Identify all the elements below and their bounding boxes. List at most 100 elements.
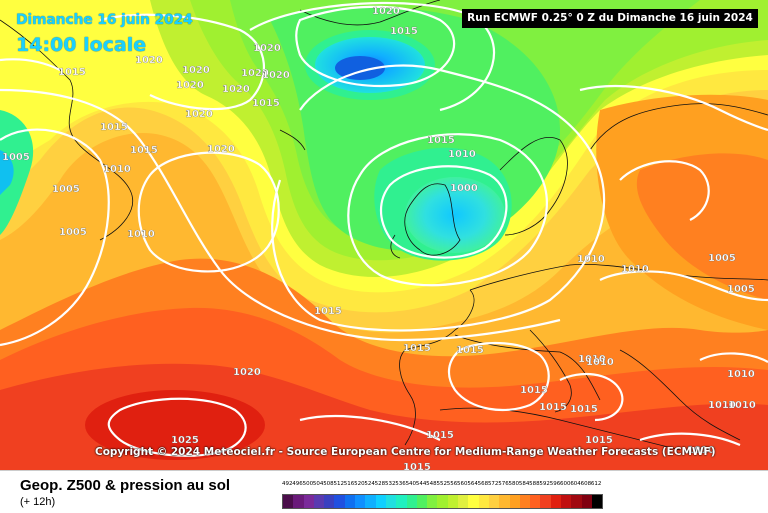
isobar-label: 1010 <box>103 164 131 175</box>
isobar-label: 1020 <box>182 65 210 76</box>
scale-label: 612 <box>590 481 602 487</box>
scale-swatch <box>550 495 562 508</box>
isobar-label: 1005 <box>59 227 87 238</box>
model-run-label: Run ECMWF 0.25° 0 Z du Dimanche 16 juin … <box>462 9 758 28</box>
scale-swatch <box>416 495 428 508</box>
scale-swatch <box>283 495 294 508</box>
isobar-label: 1015 <box>130 145 158 156</box>
parameter-subtitle: (+ 12h) <box>20 496 56 508</box>
isobar-label: 1010 <box>687 445 715 456</box>
isobar-label: 1015 <box>252 98 280 109</box>
color-scale: 492 496 500 504 508 512 516 520 524 528 532 536 540 5… <box>282 481 604 511</box>
scale-label: 504 <box>312 481 324 487</box>
geopotential-bands <box>0 0 768 470</box>
scale-swatch <box>375 495 386 508</box>
isobar-label: 1020 <box>253 43 281 54</box>
scale-label: 508 <box>323 481 334 487</box>
isobar-label: 1015 <box>403 343 431 354</box>
scale-swatch <box>499 495 510 508</box>
parameter-title: Geop. Z500 & pression au sol <box>20 477 231 494</box>
scale-swatch <box>468 495 479 508</box>
scale-label: 564 <box>467 481 478 487</box>
scale-label: 600 <box>560 481 571 487</box>
scale-swatch <box>571 495 582 508</box>
scale-label: 568 <box>477 481 489 487</box>
scale-swatch <box>519 495 531 508</box>
scale-swatch <box>530 495 541 508</box>
isobar-label: 1015 <box>539 402 567 413</box>
scale-label: 584 <box>518 481 530 487</box>
isobar-label: 1010 <box>708 400 736 411</box>
scale-swatch <box>561 495 572 508</box>
scale-label: 512 <box>333 481 344 487</box>
isobar-label: 1015 <box>427 135 455 146</box>
isobar-label: 1000 <box>450 183 478 194</box>
isobar-label: 1010 <box>448 149 476 160</box>
scale-label: 496 <box>292 481 303 487</box>
scale-label: 556 <box>446 481 458 487</box>
isobar-label: 1005 <box>708 253 736 264</box>
scale-label: 516 <box>343 481 355 487</box>
scale-swatch <box>478 495 489 508</box>
isobar-label: 1020 <box>135 55 163 66</box>
isobar-label: 1010 <box>127 229 155 240</box>
isobar-label: 1010 <box>586 357 614 368</box>
isobar-label: 1020 <box>222 84 250 95</box>
legend-footer: Geop. Z500 & pression au sol (+ 12h) 492… <box>0 470 768 513</box>
forecast-date: Dimanche 16 juin 2024 <box>16 12 193 28</box>
scale-swatch <box>324 495 335 508</box>
isobar-label: 1015 <box>314 306 342 317</box>
scale-label: 532 <box>384 481 396 487</box>
scale-label: 524 <box>364 481 375 487</box>
scale-swatch <box>334 495 345 508</box>
isobar-label: 1015 <box>390 26 418 37</box>
copyright-notice: Copyright © 2024 Meteociel.fr - Source E… <box>95 446 716 458</box>
isobar-label: 1020 <box>207 144 235 155</box>
scale-swatch <box>540 495 551 508</box>
isobar-label: 1020 <box>233 367 261 378</box>
scale-swatch <box>509 495 520 508</box>
scale-swatch <box>293 495 304 508</box>
forecast-map: 1020 1015 1020 1020 1015 1020 1020 1020 1020 1020… <box>0 0 768 470</box>
scale-label: 492 <box>282 481 293 487</box>
scale-swatch <box>313 495 325 508</box>
isobar-label: 1015 <box>520 385 548 396</box>
scale-label: 580 <box>508 481 520 487</box>
isobar-label: 1020 <box>262 70 290 81</box>
scale-swatch <box>447 495 459 508</box>
isobar-label: 1015 <box>403 462 431 470</box>
scale-swatch <box>458 495 469 508</box>
isobar-lines <box>0 1 768 457</box>
isobar-label: 1015 <box>456 345 484 356</box>
isobar-label: 1005 <box>2 152 30 163</box>
isobar-label: 1020 <box>372 6 400 17</box>
scale-swatch <box>437 495 448 508</box>
scale-label: 592 <box>539 481 550 487</box>
scale-swatch <box>344 495 356 508</box>
scale-swatch <box>385 495 397 508</box>
scale-swatch <box>365 495 376 508</box>
isobar-label: 1010 <box>727 369 755 380</box>
isobar-label: 1020 <box>176 80 204 91</box>
scale-label: 576 <box>498 481 509 487</box>
isobar-label: 1015 <box>426 430 454 441</box>
scale-swatch <box>581 495 592 508</box>
isobar-label: 1015 <box>100 122 128 133</box>
isobar-label: 1015 <box>570 404 598 415</box>
isobar-label: 1010 <box>621 264 649 275</box>
isobar-label: 1010 <box>577 254 605 265</box>
isobar-label: 1010 <box>578 354 606 365</box>
isobar-label: 1015 <box>585 435 613 446</box>
scale-swatch <box>406 495 417 508</box>
scale-swatch <box>303 495 314 508</box>
color-scale-bar <box>282 494 604 509</box>
scale-swatch <box>488 495 500 508</box>
scale-label: 528 <box>374 481 386 487</box>
coastlines <box>0 0 768 451</box>
scale-label: 548 <box>426 481 437 487</box>
scale-label: 572 <box>487 481 499 487</box>
isobar-label: 1005 <box>52 184 80 195</box>
isobar-label: 1020 <box>241 68 269 79</box>
